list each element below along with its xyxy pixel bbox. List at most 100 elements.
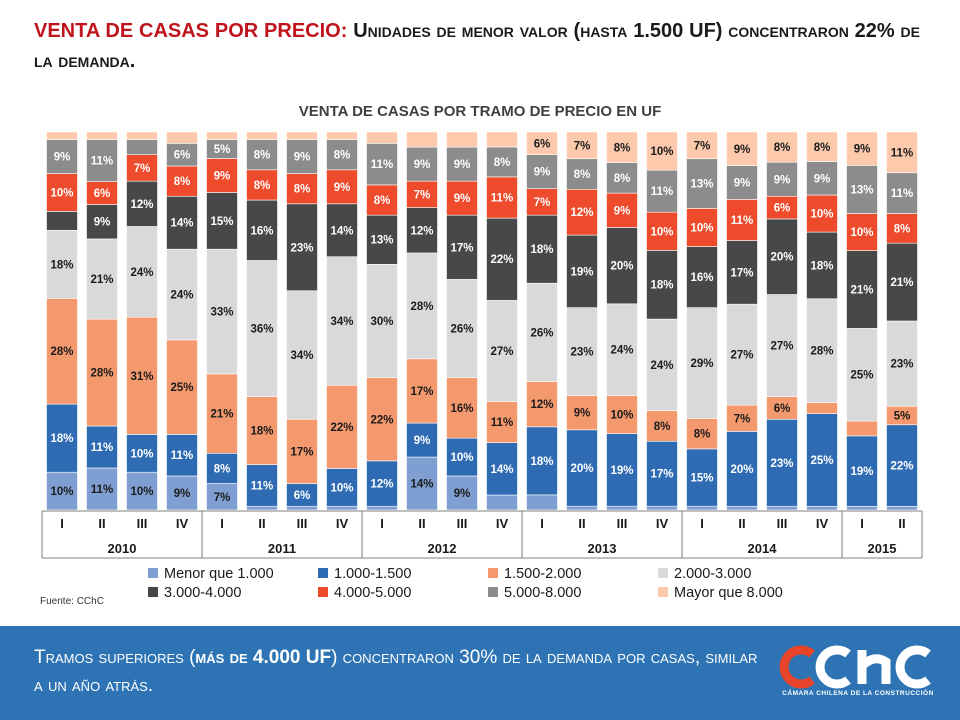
data-label: 21%: [210, 409, 233, 421]
cchc-logo: CÁMARA CHILENA DE LA CONSTRUCCIÓN: [778, 640, 938, 706]
bar-segment: [646, 169, 678, 213]
data-label: 29%: [690, 358, 713, 370]
data-label: 9%: [734, 144, 751, 156]
data-label: 9%: [54, 152, 71, 164]
bar-segment: [406, 252, 438, 360]
bar-segment: [86, 467, 118, 511]
data-label: 8%: [494, 157, 511, 169]
data-label: 11%: [891, 147, 913, 159]
x-tick-label: I: [860, 516, 864, 531]
bar-segment: [126, 139, 158, 155]
data-label: 11%: [91, 442, 113, 454]
bar-segment: [646, 131, 678, 171]
bar-segment: [846, 420, 878, 437]
data-label: 8%: [214, 463, 231, 475]
x-tick-label: III: [777, 516, 788, 531]
source-note: Fuente: CChC: [40, 596, 104, 607]
legend-label: 5.000-8.000: [504, 585, 581, 601]
legend-swatch: [658, 568, 668, 578]
bar-segment: [246, 139, 278, 171]
data-label: 25%: [850, 370, 873, 382]
footer-text-post: ) concentraron 30% de la demanda por cas…: [34, 647, 758, 696]
bar-segment: [286, 505, 318, 511]
data-label: 10%: [50, 187, 73, 199]
data-label: 14%: [410, 479, 433, 491]
bar-segment: [326, 505, 358, 511]
bar-segment: [366, 505, 398, 511]
legend-label: Menor que 1.000: [164, 566, 274, 582]
bar-segment: [846, 213, 878, 251]
data-label: 25%: [170, 382, 193, 394]
data-label: 9%: [214, 170, 231, 182]
data-label: 18%: [810, 260, 833, 272]
data-label: 6%: [294, 490, 311, 502]
year-label: 2012: [428, 541, 457, 556]
bar-segment: [86, 131, 118, 140]
data-label: 10%: [330, 482, 353, 494]
footer-text: Tramos superiores (más de 4.000 UF) conc…: [34, 644, 764, 700]
bar-segment: [246, 169, 278, 201]
bar-segment: [166, 248, 198, 341]
bar-segment: [566, 131, 598, 160]
bar-segment: [646, 318, 678, 412]
bar-segment: [566, 307, 598, 396]
data-label: 17%: [730, 267, 753, 279]
data-label: 28%: [90, 368, 113, 380]
x-tick-label: I: [380, 516, 384, 531]
data-label: 11%: [491, 417, 513, 429]
data-label: 14%: [330, 225, 353, 237]
bar-segment: [166, 339, 198, 435]
bar-segment: [726, 240, 758, 305]
bar-segment: [126, 131, 158, 140]
footer-text-bold: más de 4.000 UF: [195, 647, 332, 668]
bar-segment: [846, 435, 878, 507]
legend-swatch: [658, 587, 668, 597]
bar-segment: [606, 395, 638, 434]
data-label: 31%: [130, 371, 153, 383]
heading-rest: Unidades de menor valor (hasta 1.500 UF)…: [34, 20, 920, 72]
bar-segment: [246, 505, 278, 511]
bar-segment: [486, 176, 518, 219]
bar-segment: [486, 442, 518, 496]
bar-segment: [846, 505, 878, 511]
x-tick-label: I: [540, 516, 544, 531]
x-tick-label: I: [60, 516, 64, 531]
data-label: 26%: [450, 324, 473, 336]
data-label: 6%: [534, 138, 551, 150]
bar-segment: [326, 131, 358, 140]
bar-segment: [726, 505, 758, 511]
bar-segment: [806, 231, 838, 300]
x-tick-label: III: [457, 516, 468, 531]
data-label: 9%: [534, 167, 551, 179]
data-label: 8%: [334, 150, 351, 162]
data-label: 19%: [570, 266, 593, 278]
bar-segment: [766, 161, 798, 197]
data-label: 9%: [454, 193, 471, 205]
data-label: 27%: [730, 350, 753, 362]
bar-segment: [846, 165, 878, 214]
data-label: 7%: [414, 189, 431, 201]
bar-segment: [166, 475, 198, 511]
bar-segment: [86, 318, 118, 427]
data-label: 9%: [414, 159, 431, 171]
data-label: 22%: [370, 414, 393, 426]
data-label: 34%: [330, 316, 353, 328]
data-label: 18%: [50, 433, 73, 445]
data-label: 27%: [770, 341, 793, 353]
legend-swatch: [318, 568, 328, 578]
x-tick-label: I: [220, 516, 224, 531]
data-label: 8%: [174, 176, 191, 188]
legend-swatch: [488, 568, 498, 578]
bar-segment: [406, 422, 438, 458]
x-tick-label: IV: [816, 516, 829, 531]
bar-segment: [46, 211, 78, 231]
bar-segment: [286, 418, 318, 484]
data-label: 12%: [130, 199, 153, 211]
bar-segment: [286, 139, 318, 174]
data-label: 10%: [130, 486, 153, 498]
data-label: 7%: [734, 413, 751, 425]
bar-segment: [166, 195, 198, 250]
bar-segment: [406, 146, 438, 182]
bar-segment: [166, 434, 198, 477]
bar-segment: [446, 437, 478, 477]
